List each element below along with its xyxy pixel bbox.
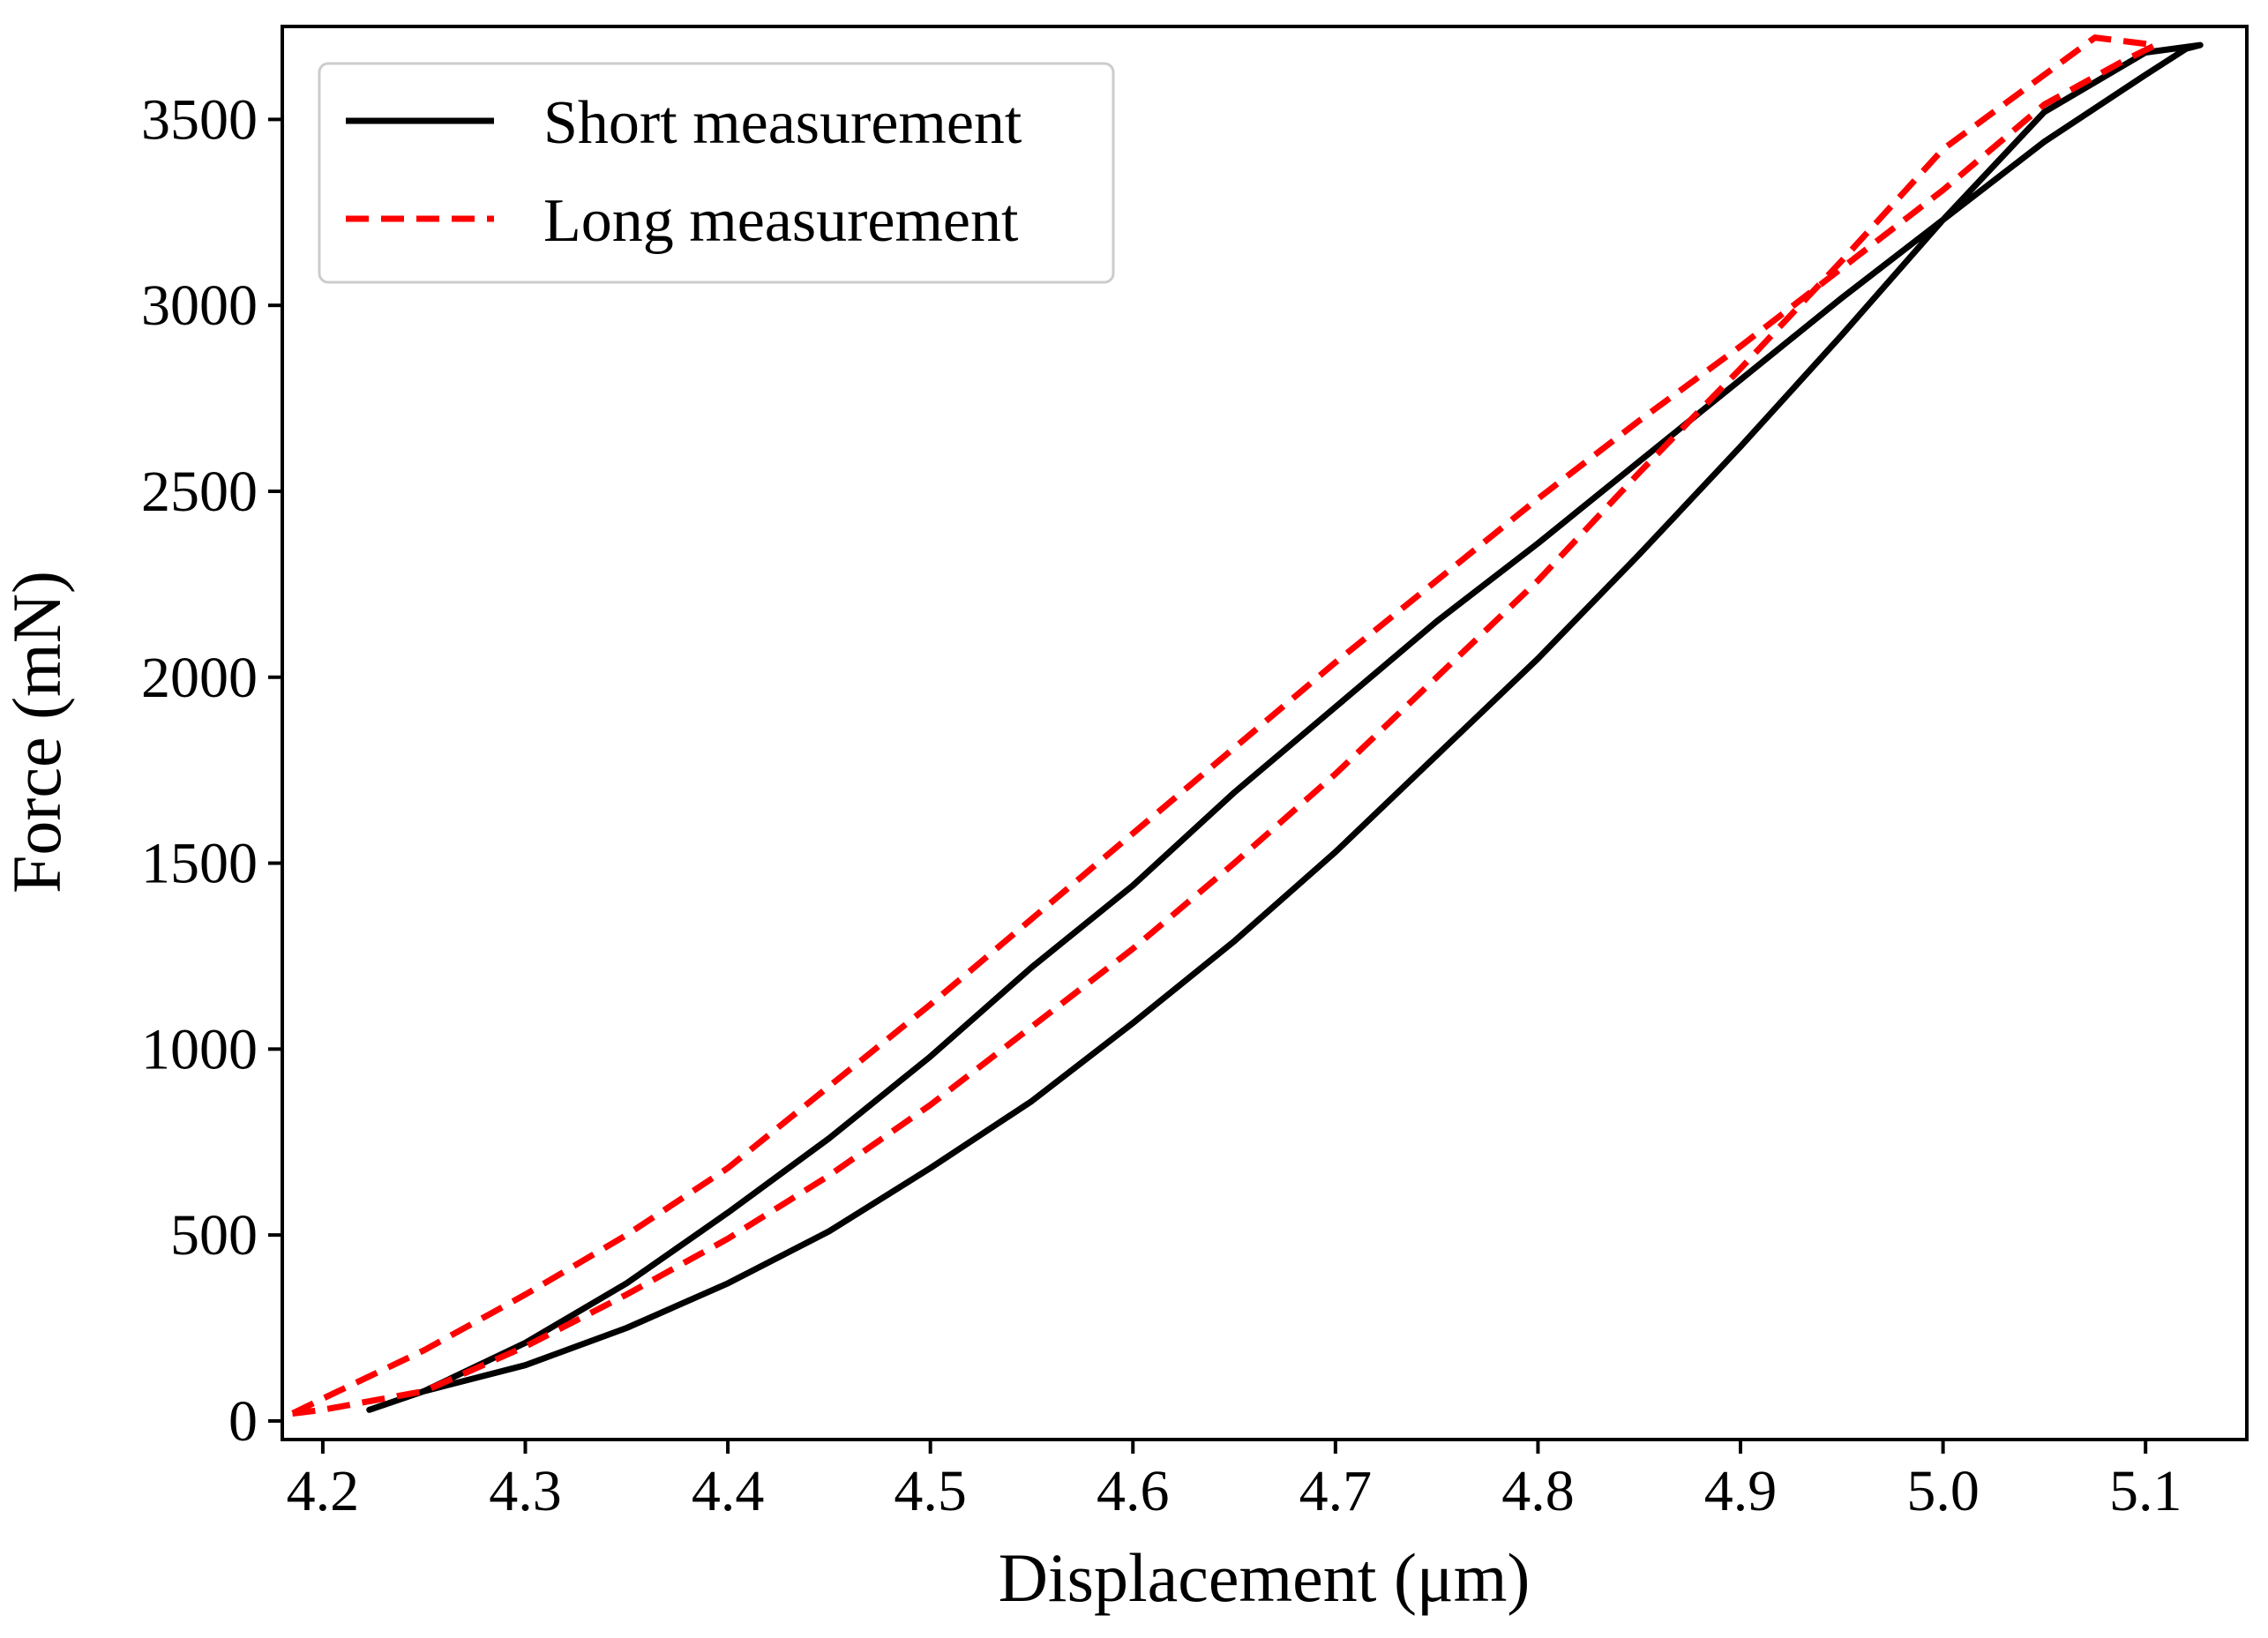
- x-tick-label: 4.9: [1704, 1459, 1778, 1523]
- y-tick-label: 500: [170, 1203, 258, 1268]
- x-tick-label: 4.2: [287, 1459, 360, 1523]
- series-line-short: [366, 41, 2204, 1413]
- legend-label-short: Short measurement: [543, 89, 1022, 157]
- y-axis-label: Force (mN): [0, 571, 75, 894]
- plot-area: [290, 34, 2204, 1417]
- x-tick-label: 4.3: [489, 1459, 562, 1523]
- x-tick-label: 4.7: [1299, 1459, 1373, 1523]
- x-tick-label: 4.8: [1501, 1459, 1575, 1523]
- x-axis-label: Displacement (μm): [999, 1539, 1531, 1616]
- x-tick-label: 5.1: [2109, 1459, 2182, 1523]
- y-tick-label: 3000: [141, 273, 258, 338]
- x-tick-label: 4.5: [894, 1459, 967, 1523]
- axes-frame: [281, 25, 2249, 1441]
- x-tick-label: 5.0: [1906, 1459, 1980, 1523]
- x-axis: 4.2 4.3 4.4 4.5 4.6 4.7 4.8 4.9 5.0 5.1: [287, 1440, 2182, 1523]
- x-tick-label: 4.6: [1097, 1459, 1170, 1523]
- y-tick-label: 1500: [141, 832, 258, 896]
- legend-box: [318, 62, 1115, 284]
- legend: Short measurement Long measurement: [318, 62, 1115, 284]
- legend-label-long: Long measurement: [543, 187, 1019, 255]
- y-tick-label: 2000: [141, 646, 258, 710]
- y-tick-label: 1000: [141, 1017, 258, 1081]
- y-tick-label: 2500: [141, 460, 258, 524]
- y-tick-label: 3500: [141, 87, 258, 152]
- series-line-long: [290, 34, 2159, 1417]
- x-tick-label: 4.4: [692, 1459, 765, 1523]
- y-tick-label: 0: [228, 1389, 258, 1454]
- series-layer: [290, 34, 2204, 1417]
- y-axis: 0 500 1000 1500 2000 2500 3000 3500: [141, 87, 282, 1454]
